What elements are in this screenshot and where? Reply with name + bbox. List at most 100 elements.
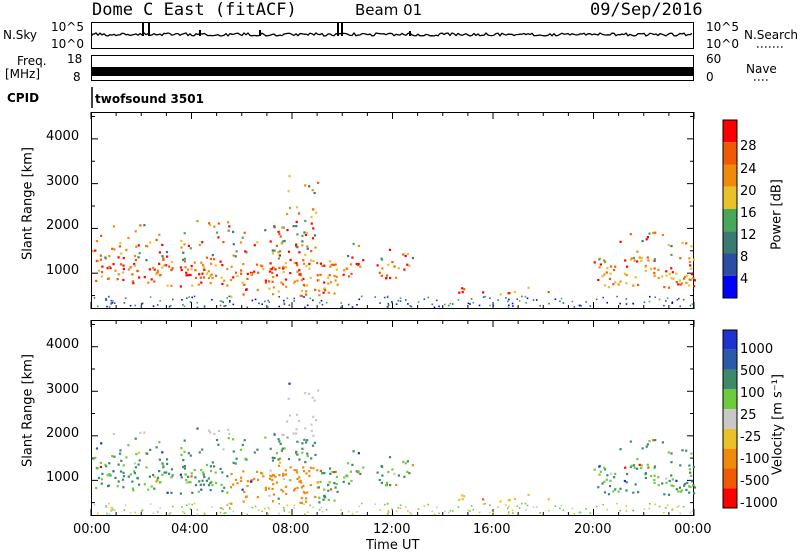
- power-echo: [255, 263, 259, 266]
- power-echo: [165, 264, 168, 267]
- velocity-echo: [105, 465, 108, 468]
- velocity-echo: [190, 472, 193, 475]
- velocity-echo: [117, 463, 120, 466]
- velocity-echo: [223, 512, 225, 515]
- velocity-echo: [210, 469, 213, 473]
- power-echo: [649, 295, 651, 298]
- power-echo: [242, 293, 245, 296]
- velocity-echo: [661, 441, 664, 444]
- power-echo: [209, 274, 212, 277]
- power-echo: [318, 289, 321, 292]
- power-echo: [196, 306, 199, 309]
- velocity-echo: [232, 461, 235, 464]
- velocity-colorbar-cell: [723, 428, 737, 449]
- velocity-echo: [189, 454, 192, 457]
- power-echo: [100, 275, 103, 278]
- power-echo: [226, 267, 229, 271]
- power-echo: [447, 304, 450, 307]
- power-ytick-3000: 3000: [46, 174, 80, 189]
- velocity-echo: [632, 509, 635, 512]
- power-echo: [505, 297, 507, 299]
- velocity-echo: [104, 463, 107, 466]
- velocity-echo: [107, 484, 111, 487]
- power-echo: [295, 245, 298, 248]
- velocity-echo: [601, 482, 604, 485]
- velocity-echo: [296, 486, 299, 489]
- velocity-echo: [170, 491, 173, 494]
- power-echo: [667, 244, 670, 247]
- power-echo: [209, 223, 212, 227]
- power-echo: [236, 274, 239, 278]
- power-echo: [333, 292, 336, 295]
- velocity-echo: [539, 512, 541, 514]
- nsky-trace: [91, 32, 693, 37]
- velocity-echo: [408, 472, 411, 475]
- power-echo: [267, 306, 269, 308]
- velocity-echo: [239, 448, 243, 451]
- velocity-echo: [116, 485, 119, 488]
- velocity-echo: [637, 491, 640, 494]
- power-echo: [296, 233, 299, 236]
- power-echo: [320, 299, 323, 302]
- power-echo: [133, 264, 136, 267]
- power-echo: [302, 283, 305, 287]
- velocity-echo: [508, 505, 510, 508]
- power-echo: [214, 264, 217, 267]
- velocity-echo: [379, 509, 381, 511]
- velocity-echo: [287, 458, 291, 461]
- power-echo: [357, 263, 360, 266]
- velocity-echo: [194, 476, 197, 479]
- power-echo: [671, 302, 673, 304]
- velocity-echo: [188, 503, 190, 505]
- power-echo: [194, 276, 198, 279]
- power-echo: [152, 266, 155, 269]
- velocity-echo: [105, 506, 107, 508]
- power-echo: [619, 302, 621, 305]
- velocity-echo: [309, 484, 312, 487]
- power-echo: [271, 249, 274, 252]
- power-echo: [614, 281, 617, 284]
- power-echo: [269, 240, 272, 243]
- velocity-echo: [661, 482, 664, 485]
- power-echo: [134, 304, 137, 307]
- velocity-echo: [404, 462, 407, 465]
- freq-strip: [91, 55, 694, 81]
- velocity-echo: [395, 510, 398, 513]
- velocity-echo: [381, 474, 384, 477]
- power-echo: [625, 298, 628, 300]
- velocity-echo: [264, 436, 267, 439]
- velocity-echo: [667, 451, 670, 454]
- power-echo: [227, 221, 230, 224]
- power-echo: [129, 304, 132, 307]
- velocity-echo: [229, 507, 231, 509]
- power-echo: [644, 269, 647, 272]
- velocity-echo: [299, 501, 302, 504]
- velocity-echo: [393, 472, 396, 475]
- power-echo: [648, 300, 651, 303]
- power-echo: [306, 231, 309, 234]
- power-echo: [423, 298, 426, 300]
- velocity-echo: [303, 503, 305, 505]
- power-echo: [653, 259, 656, 262]
- power-echo: [351, 256, 354, 259]
- freq-top-tick: 18: [67, 52, 83, 66]
- power-echo: [407, 303, 409, 305]
- power-echo: [417, 301, 420, 303]
- power-echo: [461, 287, 464, 290]
- power-colorbar-cell: [723, 186, 737, 209]
- power-echo: [692, 277, 695, 280]
- power-echo: [284, 278, 288, 281]
- power-echo: [201, 241, 204, 244]
- velocity-echo: [672, 484, 675, 488]
- velocity-echo: [272, 500, 275, 503]
- velocity-echo: [279, 457, 282, 460]
- power-echo: [246, 306, 249, 309]
- power-echo: [472, 301, 475, 304]
- power-echo: [524, 295, 527, 298]
- power-echo: [165, 251, 169, 254]
- velocity-echo: [322, 498, 325, 501]
- velocity-echo: [323, 488, 326, 491]
- power-echo: [388, 248, 392, 251]
- power-echo: [675, 272, 678, 275]
- velocity-echo: [168, 472, 171, 475]
